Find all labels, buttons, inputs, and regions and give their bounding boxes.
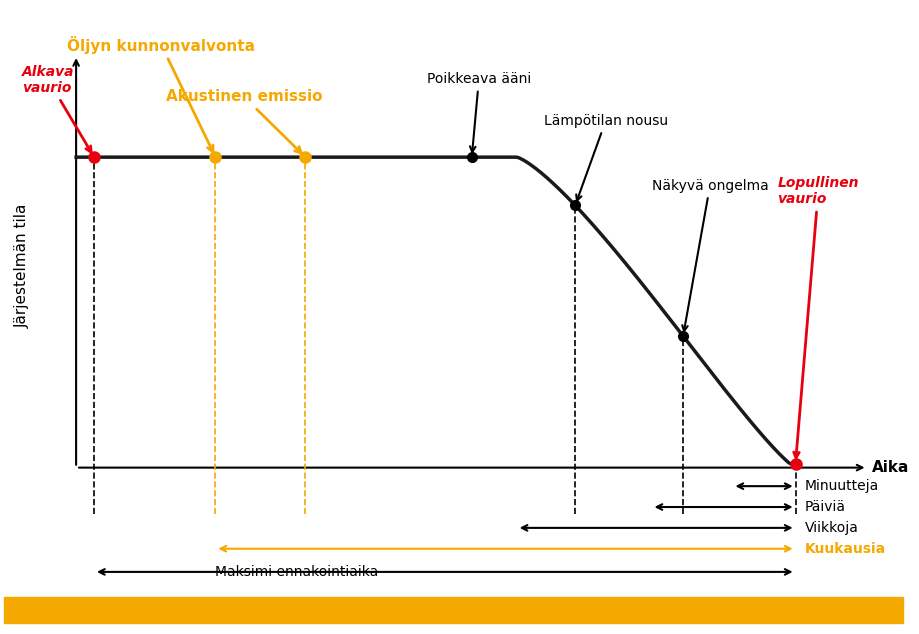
Text: Lämpötilan nousu: Lämpötilan nousu <box>543 113 667 200</box>
Text: Aika: Aika <box>871 460 908 475</box>
Text: Lopullinen
vaurio: Lopullinen vaurio <box>777 176 858 458</box>
Bar <box>5 597 902 623</box>
Text: Näkyvä ongelma: Näkyvä ongelma <box>651 179 767 331</box>
Text: Viikkoja: Viikkoja <box>803 521 857 535</box>
Text: Poikkeava ääni: Poikkeava ääni <box>426 72 530 152</box>
Text: Järjestelmän tila: Järjestelmän tila <box>15 204 29 328</box>
Text: Minuutteja: Minuutteja <box>803 479 878 493</box>
Text: Alkava
vaurio: Alkava vaurio <box>22 65 91 152</box>
Text: Päiviä: Päiviä <box>803 500 845 514</box>
Text: Öljyn kunnonvalvonta: Öljyn kunnonvalvonta <box>67 36 255 152</box>
Text: Kuukausia: Kuukausia <box>803 541 885 556</box>
Text: Akustinen emissio: Akustinen emissio <box>165 89 323 153</box>
Text: Maksimi ennakointiaika: Maksimi ennakointiaika <box>215 565 379 579</box>
